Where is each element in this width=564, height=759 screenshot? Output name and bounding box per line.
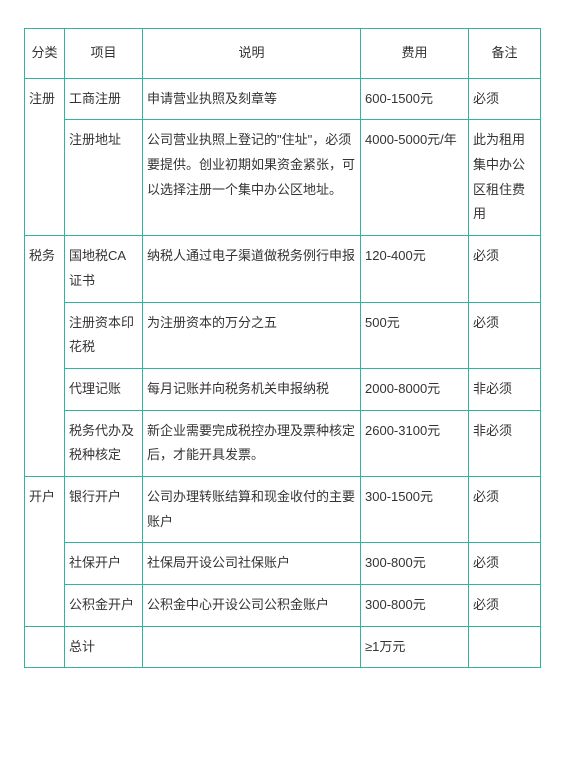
header-row: 分类 项目 说明 费用 备注 [25,29,541,79]
item-cell: 注册地址 [65,120,143,236]
cost-cell: 600-1500元 [361,78,469,120]
cost-cell: 300-800元 [361,585,469,627]
total-empty-desc [143,626,361,668]
description-cell: 为注册资本的万分之五 [143,302,361,368]
cost-cell: 4000-5000元/年 [361,120,469,236]
cost-cell: 500元 [361,302,469,368]
header-description: 说明 [143,29,361,79]
table-row: 注册地址 公司营业执照上登记的"住址"，必须要提供。创业初期如果资金紧张，可以选… [25,120,541,236]
remark-cell: 非必须 [469,410,541,476]
total-empty-category [25,626,65,668]
remark-cell: 非必须 [469,368,541,410]
cost-cell: 120-400元 [361,236,469,302]
item-cell: 工商注册 [65,78,143,120]
remark-cell: 必须 [469,236,541,302]
cost-cell: 300-800元 [361,543,469,585]
table-row: 开户 银行开户 公司办理转账结算和现金收付的主要账户 300-1500元 必须 [25,476,541,542]
description-cell: 社保局开设公司社保账户 [143,543,361,585]
page: 分类 项目 说明 费用 备注 注册 工商注册 申请营业执照及刻章等 600-15… [0,0,564,759]
description-cell: 纳税人通过电子渠道做税务例行申报 [143,236,361,302]
description-cell: 公司办理转账结算和现金收付的主要账户 [143,476,361,542]
item-cell: 国地税CA证书 [65,236,143,302]
item-cell: 注册资本印花税 [65,302,143,368]
table-row: 社保开户 社保局开设公司社保账户 300-800元 必须 [25,543,541,585]
header-category: 分类 [25,29,65,79]
cost-cell: 2600-3100元 [361,410,469,476]
item-cell: 社保开户 [65,543,143,585]
remark-cell: 必须 [469,585,541,627]
total-label: 总计 [65,626,143,668]
total-row: 总计 ≥1万元 [25,626,541,668]
item-cell: 公积金开户 [65,585,143,627]
cost-cell: 2000-8000元 [361,368,469,410]
remark-cell: 必须 [469,78,541,120]
cost-table: 分类 项目 说明 费用 备注 注册 工商注册 申请营业执照及刻章等 600-15… [24,28,541,668]
category-cell: 注册 [25,78,65,235]
table-row: 注册 工商注册 申请营业执照及刻章等 600-1500元 必须 [25,78,541,120]
item-cell: 代理记账 [65,368,143,410]
cost-cell: 300-1500元 [361,476,469,542]
table-row: 公积金开户 公积金中心开设公司公积金账户 300-800元 必须 [25,585,541,627]
header-cost: 费用 [361,29,469,79]
description-cell: 每月记账并向税务机关申报纳税 [143,368,361,410]
header-remark: 备注 [469,29,541,79]
description-cell: 公积金中心开设公司公积金账户 [143,585,361,627]
table-row: 税务 国地税CA证书 纳税人通过电子渠道做税务例行申报 120-400元 必须 [25,236,541,302]
item-cell: 税务代办及税种核定 [65,410,143,476]
table-row: 代理记账 每月记账并向税务机关申报纳税 2000-8000元 非必须 [25,368,541,410]
description-cell: 新企业需要完成税控办理及票种核定后，才能开具发票。 [143,410,361,476]
item-cell: 银行开户 [65,476,143,542]
total-empty-remark [469,626,541,668]
description-cell: 公司营业执照上登记的"住址"，必须要提供。创业初期如果资金紧张，可以选择注册一个… [143,120,361,236]
table-row: 注册资本印花税 为注册资本的万分之五 500元 必须 [25,302,541,368]
total-cost: ≥1万元 [361,626,469,668]
table-row: 税务代办及税种核定 新企业需要完成税控办理及票种核定后，才能开具发票。 2600… [25,410,541,476]
remark-cell: 必须 [469,543,541,585]
remark-cell: 此为租用集中办公区租住费用 [469,120,541,236]
header-item: 项目 [65,29,143,79]
remark-cell: 必须 [469,302,541,368]
description-cell: 申请营业执照及刻章等 [143,78,361,120]
category-cell: 开户 [25,476,65,626]
remark-cell: 必须 [469,476,541,542]
category-cell: 税务 [25,236,65,477]
